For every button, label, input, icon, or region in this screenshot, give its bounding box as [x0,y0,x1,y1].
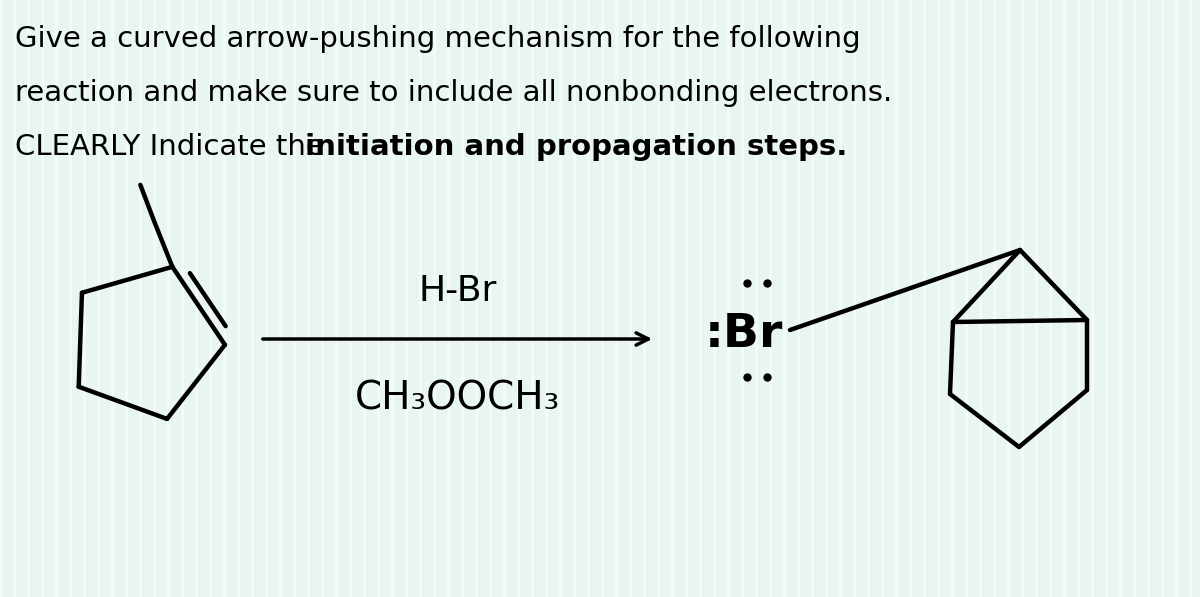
Text: CLEARLY Indicate the: CLEARLY Indicate the [14,133,334,161]
Text: H-Br: H-Br [419,274,497,308]
Text: :Br: :Br [706,312,784,358]
Text: initiation and propagation steps.: initiation and propagation steps. [305,133,847,161]
Text: reaction and make sure to include all nonbonding electrons.: reaction and make sure to include all no… [14,79,893,107]
Text: CH₃OOCH₃: CH₃OOCH₃ [355,380,560,418]
Text: Give a curved arrow-pushing mechanism for the following: Give a curved arrow-pushing mechanism fo… [14,25,860,53]
